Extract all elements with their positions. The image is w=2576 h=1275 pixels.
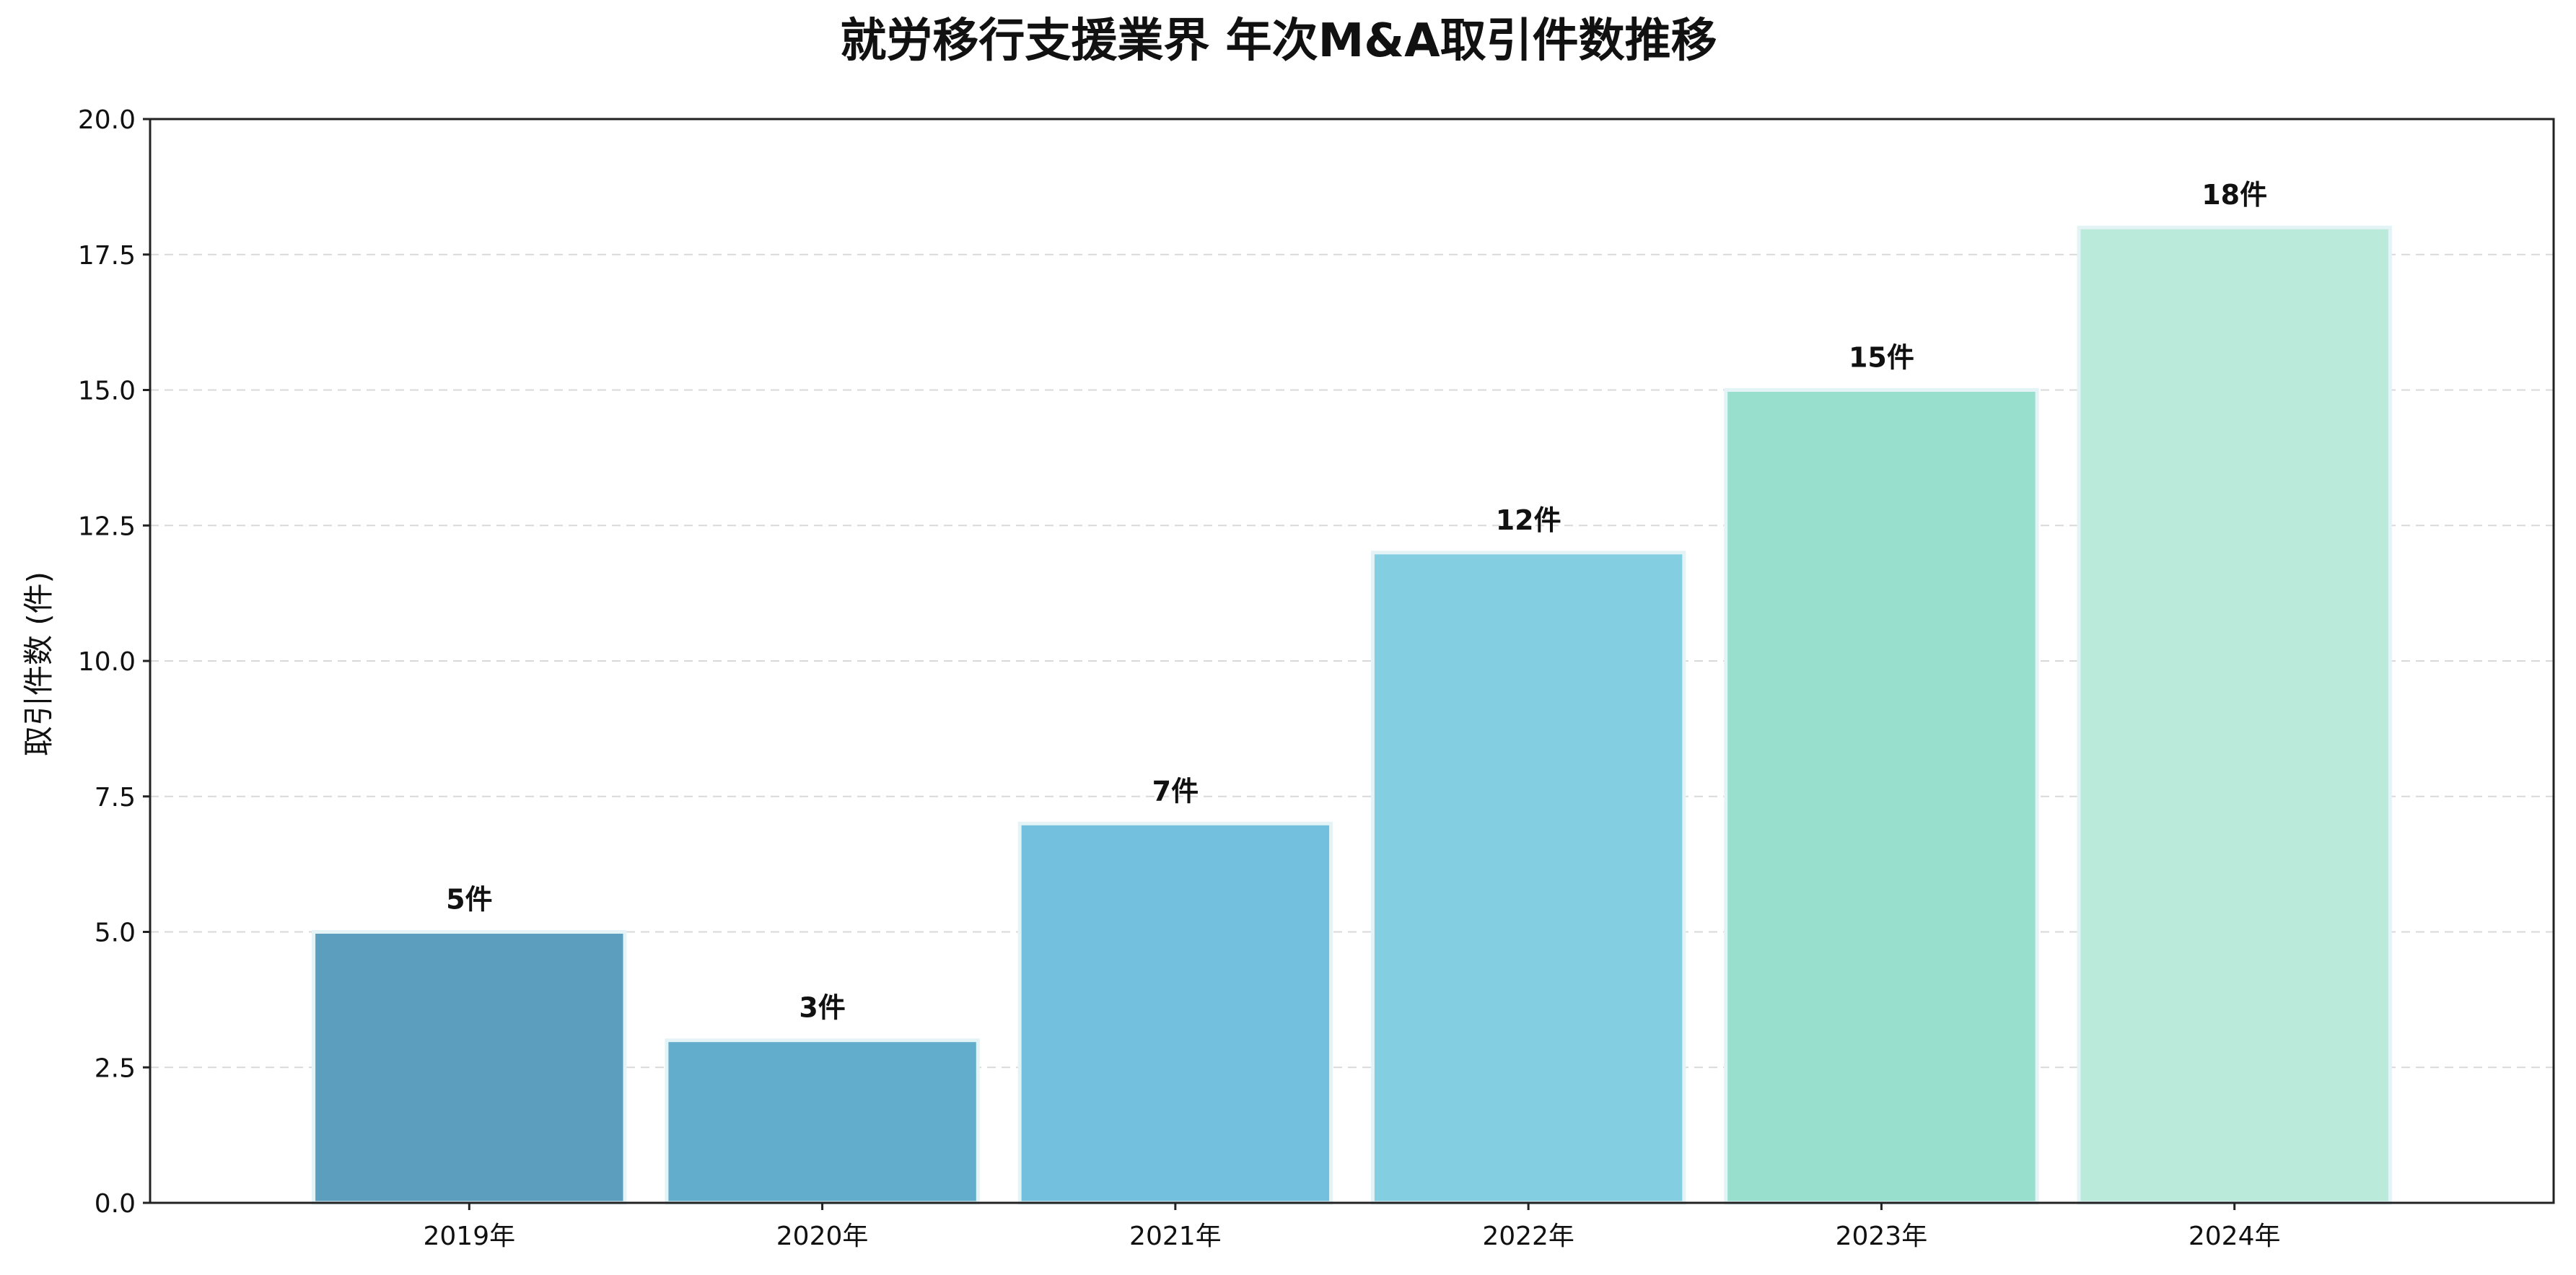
bar [2077,225,2392,1205]
bar [312,930,627,1205]
y-tick-label: 2.5 [95,1053,136,1083]
bars [312,225,2392,1205]
y-axis-ticks: 0.0 2.5 5.0 7.5 10.0 12.5 15.0 17.5 20.0 [78,105,150,1219]
y-tick-label: 7.5 [95,783,136,812]
y-tick-label: 10.0 [78,647,136,677]
x-tick-label: 2019年 [424,1222,516,1251]
grid-lines [150,253,2554,1069]
x-tick-label: 2023年 [1836,1222,1928,1251]
bar [1370,551,1686,1205]
y-axis-label: 取引件数 (件) [21,571,56,756]
bar [1724,388,2039,1205]
bar-value-label: 18件 [2202,179,2267,211]
bar-value-label: 3件 [799,992,845,1024]
y-tick-label: 17.5 [78,241,136,271]
x-tick-label: 2021年 [1129,1222,1222,1251]
y-tick-label: 20.0 [78,105,136,135]
chart-title: 就労移行支援業界 年次M&A取引件数推移 [840,14,1717,68]
bar-value-label: 15件 [1849,342,1914,374]
data-labels: 5件 3件 7件 12件 15件 18件 [446,179,2267,1024]
x-tick-label: 2020年 [776,1222,869,1251]
y-tick-label: 12.5 [78,512,136,541]
y-tick-label: 5.0 [95,919,136,948]
x-tick-label: 2024年 [2189,1222,2281,1251]
y-tick-label: 15.0 [78,377,136,406]
bar-value-label: 12件 [1496,504,1561,536]
y-tick-label: 0.0 [95,1189,136,1219]
bar-value-label: 5件 [446,884,492,916]
bar [665,1038,980,1205]
bar-value-label: 7件 [1152,775,1199,807]
x-axis-ticks: 2019年 2020年 2021年 2022年 2023年 2024年 [424,1203,2281,1251]
bar [1017,821,1333,1205]
x-tick-label: 2022年 [1482,1222,1574,1251]
